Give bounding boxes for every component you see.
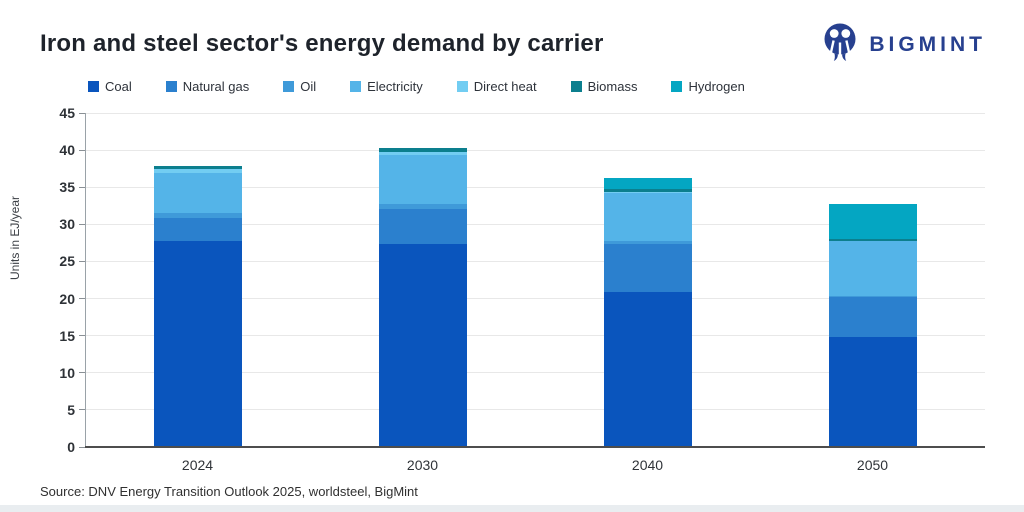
y-tick-mark — [79, 186, 85, 188]
bigmint-icon — [821, 22, 859, 67]
bar-segment-hydrogen-2040 — [603, 178, 692, 190]
legend-item-coal: Coal — [88, 79, 132, 94]
bar-segment-oil-2040 — [603, 241, 692, 245]
y-tick-mark — [79, 112, 85, 114]
legend-swatch-natural-gas — [165, 81, 177, 92]
bar-segment-coal-2024 — [153, 240, 242, 447]
bar-segment-natural-gas-2030 — [378, 209, 467, 244]
gridline — [85, 112, 985, 114]
bar-segment-biomass-2040 — [603, 189, 692, 192]
y-tick-label: 0 — [67, 439, 75, 455]
legend-swatch-oil — [283, 81, 295, 92]
bar-segment-biomass-2030 — [378, 147, 467, 152]
y-tick-mark — [79, 409, 85, 411]
source-text: Source: DNV Energy Transition Outlook 20… — [40, 484, 418, 499]
gridline — [85, 409, 985, 411]
y-tick-label: 30 — [59, 216, 75, 233]
legend-label: Natural gas — [182, 79, 250, 94]
y-tick-mark — [79, 372, 85, 374]
legend-item-electricity: Electricity — [350, 79, 423, 94]
bar-segment-coal-2050 — [828, 337, 917, 447]
bar-segment-biomass-2024 — [153, 165, 242, 170]
y-tick-label: 45 — [59, 105, 75, 121]
legend-label: Hydrogen — [688, 79, 745, 94]
y-tick-label: 20 — [59, 290, 75, 307]
legend-item-natural-gas: Natural gas — [165, 79, 250, 94]
legend-item-direct-heat: Direct heat — [456, 79, 537, 94]
y-tick-mark — [79, 298, 85, 300]
legend-item-oil: Oil — [283, 79, 316, 94]
y-tick-label: 25 — [59, 253, 75, 270]
y-tick-label: 10 — [59, 364, 75, 381]
bar-segment-oil-2024 — [153, 213, 242, 219]
legend-item-biomass: Biomass — [570, 79, 638, 94]
bar-segment-electricity-2030 — [378, 155, 467, 205]
y-tick-mark — [79, 335, 85, 337]
x-tick-label-2024: 2024 — [181, 457, 214, 473]
y-tick-label: 5 — [67, 401, 75, 418]
gridline — [85, 260, 985, 262]
bar-segment-natural-gas-2050 — [828, 297, 917, 338]
bar-segment-electricity-2024 — [153, 173, 242, 214]
bar-segment-electricity-2040 — [603, 193, 692, 242]
bar-segment-hydrogen-2050 — [828, 203, 917, 240]
gridline — [85, 372, 985, 374]
gridline — [85, 298, 985, 300]
x-tick-label-2040: 2040 — [631, 457, 664, 473]
brand-logo: BIGMINT — [821, 22, 986, 67]
gridline — [85, 335, 985, 337]
bar-segment-direct-heat-2040 — [603, 191, 692, 194]
x-tick-label-2050: 2050 — [856, 457, 889, 473]
legend-label: Biomass — [587, 79, 638, 94]
legend-item-hydrogen: Hydrogen — [671, 79, 745, 94]
footer-divider — [0, 505, 1024, 512]
y-axis-label: Units in EJ/year — [8, 195, 22, 280]
x-axis-line — [85, 446, 985, 448]
y-tick-label: 15 — [59, 327, 75, 344]
bar-segment-oil-2050 — [828, 295, 917, 298]
bar-segment-oil-2030 — [378, 204, 467, 210]
legend-swatch-coal — [88, 81, 99, 92]
y-tick-label: 40 — [59, 142, 75, 159]
y-tick-mark — [79, 223, 85, 225]
bar-segment-biomass-2050 — [828, 239, 917, 242]
x-tick-label-2030: 2030 — [406, 457, 439, 473]
y-tick-label: 35 — [59, 179, 75, 196]
y-axis-line — [85, 113, 86, 447]
bar-segment-electricity-2050 — [828, 241, 917, 296]
gridline — [85, 186, 985, 188]
y-tick-mark — [79, 260, 85, 262]
legend-swatch-electricity — [350, 81, 362, 92]
legend-label: Oil — [300, 79, 317, 94]
gridline — [85, 223, 985, 225]
y-tick-mark — [79, 446, 85, 448]
chart-title: Iron and steel sector's energy demand by… — [40, 30, 604, 57]
legend-label: Electricity — [367, 79, 423, 94]
y-tick-mark — [79, 149, 85, 151]
legend-swatch-hydrogen — [671, 81, 683, 92]
legend-label: Direct heat — [473, 79, 537, 94]
bar-segment-natural-gas-2024 — [153, 218, 242, 241]
bar-segment-coal-2030 — [378, 243, 467, 447]
bar-segment-coal-2040 — [603, 291, 692, 447]
bar-segment-direct-heat-2030 — [378, 151, 467, 156]
legend-label: Coal — [105, 79, 132, 94]
brand-name: BIGMINT — [869, 32, 986, 56]
gridline — [85, 149, 985, 151]
legend-swatch-direct-heat — [456, 81, 468, 92]
legend-swatch-biomass — [570, 81, 582, 92]
bar-segment-natural-gas-2040 — [603, 244, 692, 292]
bar-segment-direct-heat-2024 — [153, 169, 242, 174]
chart-legend: Coal Natural gas Oil Electricity Direct heat… — [88, 79, 745, 94]
